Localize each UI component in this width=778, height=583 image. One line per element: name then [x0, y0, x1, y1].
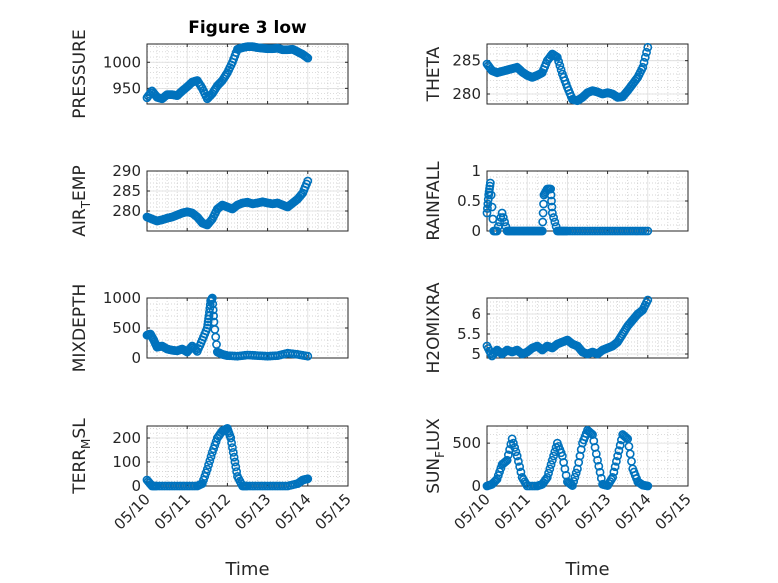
- y-tick-label: 1: [471, 162, 481, 180]
- y-tick-label: 0: [131, 349, 141, 367]
- y-axis-label: RAINFALL: [424, 161, 444, 241]
- y-tick-label: 500: [112, 319, 141, 337]
- y-tick-label: 950: [112, 79, 141, 97]
- y-tick-label: 1000: [103, 289, 141, 307]
- figure: Figure 3 low 9501000PRESSURE 280285THETA2…: [0, 0, 778, 583]
- y-tick-label: 0: [471, 222, 481, 240]
- y-tick-label: 5: [471, 345, 481, 363]
- y-axis-label: AIRTEMP: [70, 165, 93, 236]
- y-axis-label: H2OMIXRA: [424, 282, 444, 373]
- y-tick-label: 285: [452, 52, 481, 70]
- y-tick-label: 100: [112, 453, 141, 471]
- y-axis-label: MIXDEPTH: [70, 284, 90, 373]
- y-tick-label: 0.5: [457, 192, 481, 210]
- y-tick-label: 200: [112, 429, 141, 447]
- figure-title: Figure 3 low: [188, 18, 307, 38]
- y-tick-label: 285: [112, 182, 141, 200]
- y-tick-label: 280: [112, 202, 141, 220]
- y-tick-label: 280: [452, 85, 481, 103]
- y-tick-label: 1000: [103, 53, 141, 71]
- y-tick-label: 5.5: [457, 325, 481, 343]
- y-axis-label: PRESSURE: [70, 29, 90, 118]
- y-tick-label: 500: [452, 434, 481, 452]
- y-axis-label: TERRMSL: [70, 418, 93, 495]
- y-tick-label: 6: [471, 305, 481, 323]
- y-axis-label: THETA: [424, 46, 444, 102]
- x-axis-label-right: Time: [564, 559, 609, 580]
- x-axis-label-left: Time: [224, 559, 269, 580]
- y-tick-label: 290: [112, 162, 141, 180]
